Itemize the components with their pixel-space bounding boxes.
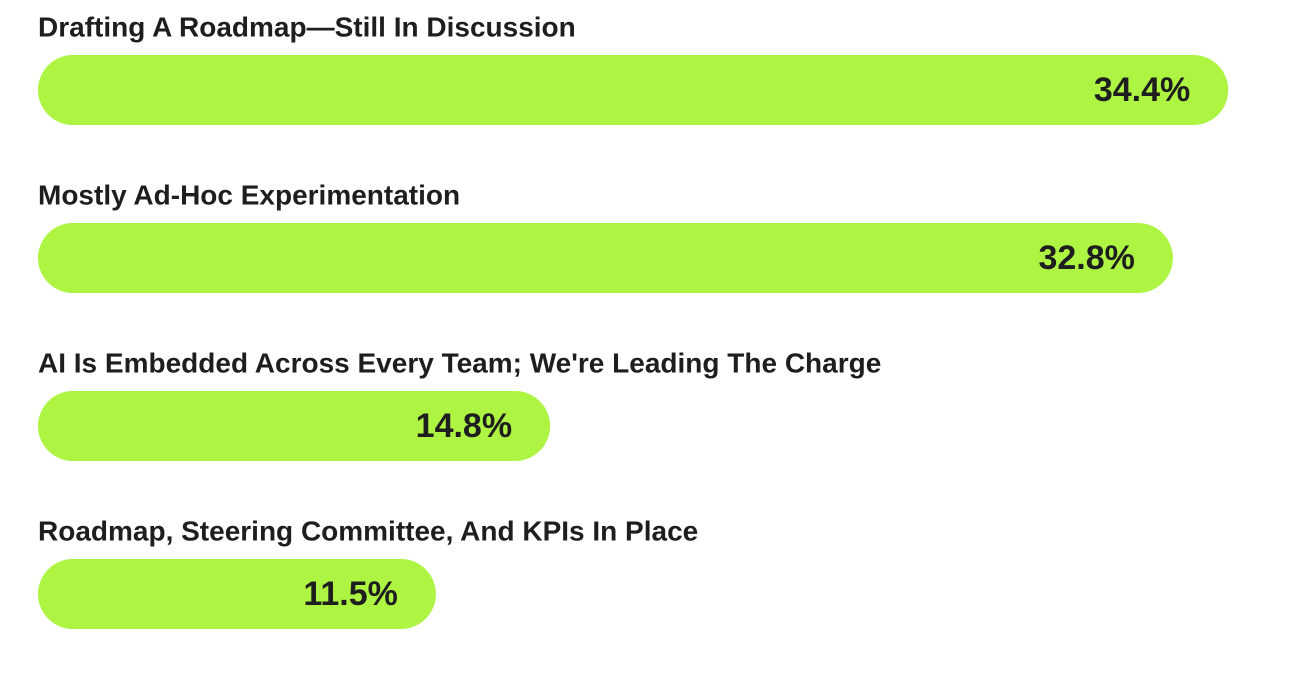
value-label: 11.5% (303, 575, 398, 613)
bar (38, 55, 1229, 125)
value-label: 14.8% (416, 407, 512, 445)
value-label: 32.8% (1038, 239, 1134, 277)
category-label: Mostly Ad-Hoc Experimentation (38, 179, 460, 210)
category-label: AI Is Embedded Across Every Team; We're … (38, 347, 881, 378)
category-label: Drafting A Roadmap—Still In Discussion (38, 11, 576, 42)
category-label: Roadmap, Steering Committee, And KPIs In… (38, 515, 698, 546)
value-label: 34.4% (1094, 71, 1190, 109)
bar (38, 391, 551, 461)
bar (38, 223, 1173, 293)
bar (38, 559, 436, 629)
